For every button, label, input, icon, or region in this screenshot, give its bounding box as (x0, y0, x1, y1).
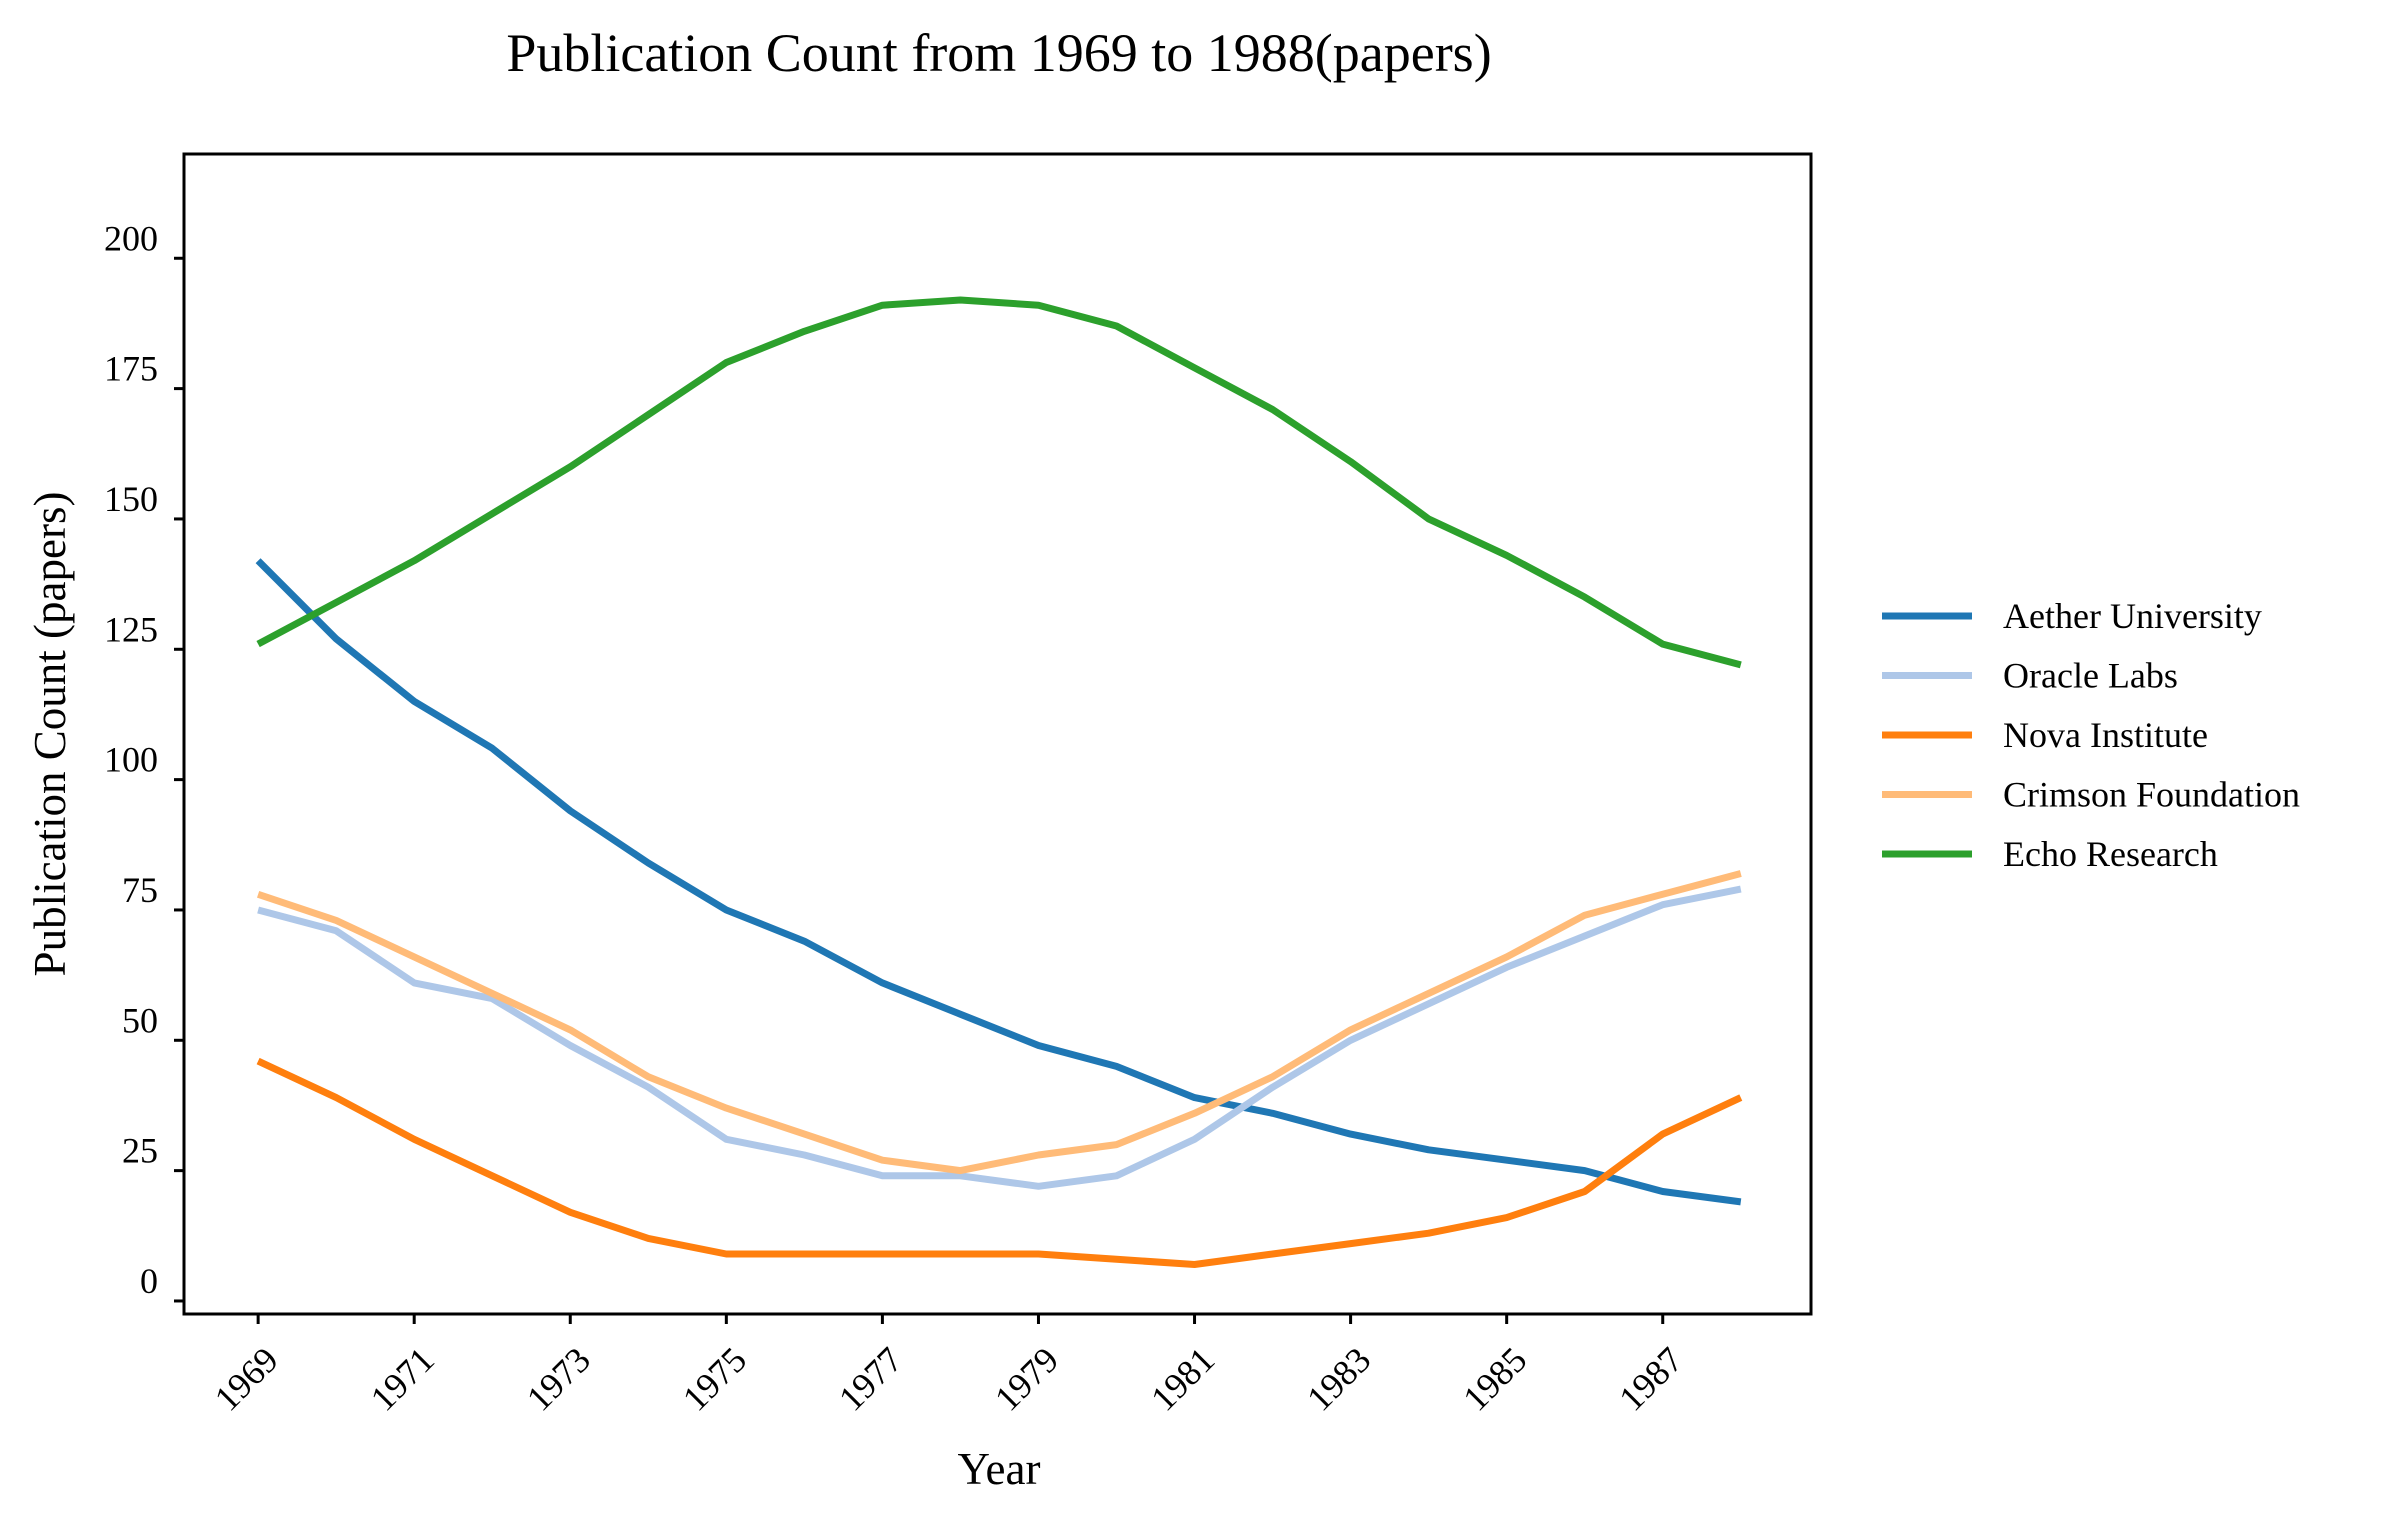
legend-label: Echo Research (2003, 834, 2218, 874)
x-tick-label: 1987 (1611, 1339, 1690, 1418)
x-tick-label: 1971 (363, 1339, 442, 1418)
x-tick-label: 1969 (207, 1339, 286, 1418)
y-tick-label: 200 (104, 218, 158, 258)
series-line-echo-research (256, 296, 1742, 669)
y-axis: 0 25 50 75 100 125 150 175 200 (104, 218, 184, 1303)
x-tick-label: 1983 (1299, 1339, 1378, 1418)
legend-item: Crimson Foundation (1882, 775, 2300, 815)
y-tick-label: 75 (122, 870, 158, 910)
y-tick-label: 150 (104, 479, 158, 519)
legend: Aether University Oracle Labs Nova Institu… (1882, 596, 2300, 874)
x-tick-label: 1981 (1143, 1339, 1222, 1418)
plot-frame (182, 152, 1813, 1316)
x-axis: 1969 1971 1973 1975 1977 1979 1981 1983 1985 1987 (207, 1314, 1690, 1419)
legend-label: Nova Institute (2003, 715, 2208, 755)
legend-item: Aether University (1882, 596, 2262, 636)
y-tick-label: 100 (104, 740, 158, 780)
legend-label: Aether University (2003, 596, 2262, 636)
x-tick-label: 1979 (987, 1339, 1066, 1418)
x-tick-label: 1977 (831, 1339, 910, 1418)
y-tick-label: 175 (104, 349, 158, 389)
y-tick-label: 25 (122, 1131, 158, 1171)
series-line-crimson-foundation (256, 870, 1742, 1175)
legend-item: Oracle Labs (1882, 656, 2178, 696)
y-tick-label: 125 (104, 609, 158, 649)
y-tick-label: 50 (122, 1000, 158, 1040)
x-tick-label: 1973 (519, 1339, 598, 1418)
legend-label: Oracle Labs (2003, 656, 2178, 696)
legend-item: Echo Research (1882, 834, 2218, 874)
x-tick-label: 1985 (1455, 1339, 1534, 1418)
y-tick-label: 0 (140, 1261, 158, 1301)
series-line-oracle-labs (257, 885, 1742, 1190)
legend-item: Nova Institute (1882, 715, 2208, 755)
series-layer (255, 296, 1743, 1268)
x-tick-label: 1975 (675, 1339, 754, 1418)
legend-label: Crimson Foundation (2003, 775, 2300, 815)
series-line-aether-university (255, 558, 1742, 1206)
chart-title: Publication Count from 1969 to 1988(pape… (506, 23, 1491, 83)
x-axis-label: Year (958, 1444, 1041, 1494)
series-line-nova-institute (256, 1057, 1743, 1268)
y-axis-label: Publication Count (papers) (25, 492, 75, 977)
